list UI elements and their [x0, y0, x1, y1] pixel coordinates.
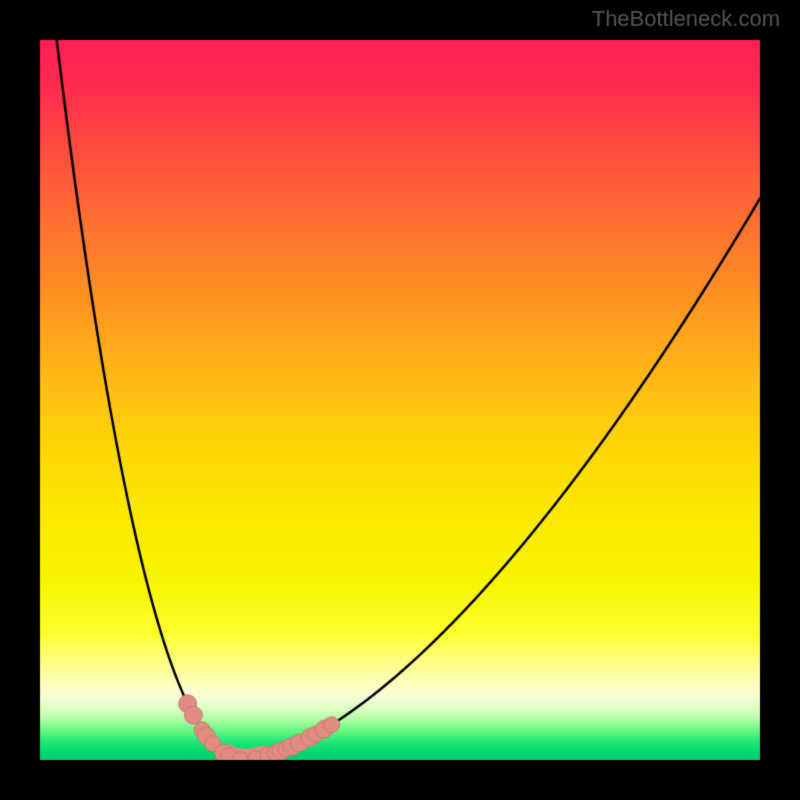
bottleneck-chart [0, 0, 800, 800]
